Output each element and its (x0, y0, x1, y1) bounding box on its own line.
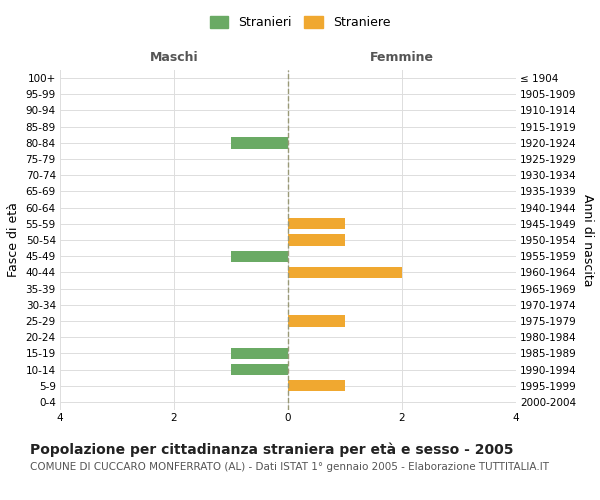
Bar (288, 316, 345, 326)
Bar (231, 348, 288, 359)
Bar (288, 234, 345, 246)
Text: COMUNE DI CUCCARO MONFERRATO (AL) - Dati ISTAT 1° gennaio 2005 - Elaborazione TU: COMUNE DI CUCCARO MONFERRATO (AL) - Dati… (30, 462, 549, 472)
Bar (288, 218, 345, 230)
Bar (231, 364, 288, 375)
Text: Maschi: Maschi (149, 52, 199, 64)
Text: Popolazione per cittadinanza straniera per età e sesso - 2005: Popolazione per cittadinanza straniera p… (30, 442, 514, 457)
Text: Femmine: Femmine (370, 52, 434, 64)
Bar (288, 266, 402, 278)
Legend: Stranieri, Straniere: Stranieri, Straniere (205, 11, 395, 34)
Bar (231, 137, 288, 148)
Y-axis label: Anni di nascita: Anni di nascita (581, 194, 593, 286)
Bar (288, 380, 345, 392)
Y-axis label: Fasce di età: Fasce di età (7, 202, 20, 278)
Bar (231, 250, 288, 262)
